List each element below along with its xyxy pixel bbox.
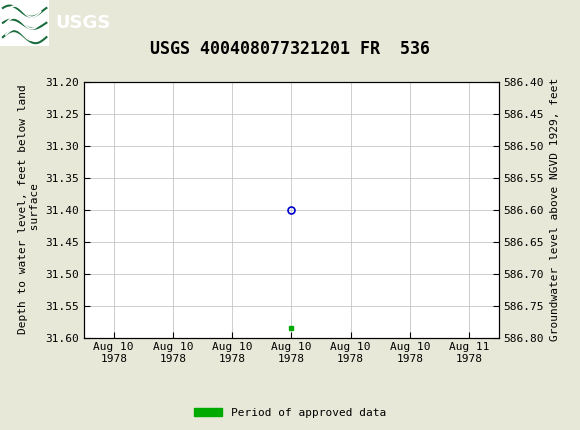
Y-axis label: Depth to water level, feet below land
 surface: Depth to water level, feet below land su… [19, 85, 40, 335]
Text: USGS: USGS [55, 14, 110, 32]
Text: USGS 400408077321201 FR  536: USGS 400408077321201 FR 536 [150, 40, 430, 58]
Bar [0, 0, 49, 46]
Legend: Period of approved data: Period of approved data [190, 403, 390, 422]
Y-axis label: Groundwater level above NGVD 1929, feet: Groundwater level above NGVD 1929, feet [550, 78, 560, 341]
